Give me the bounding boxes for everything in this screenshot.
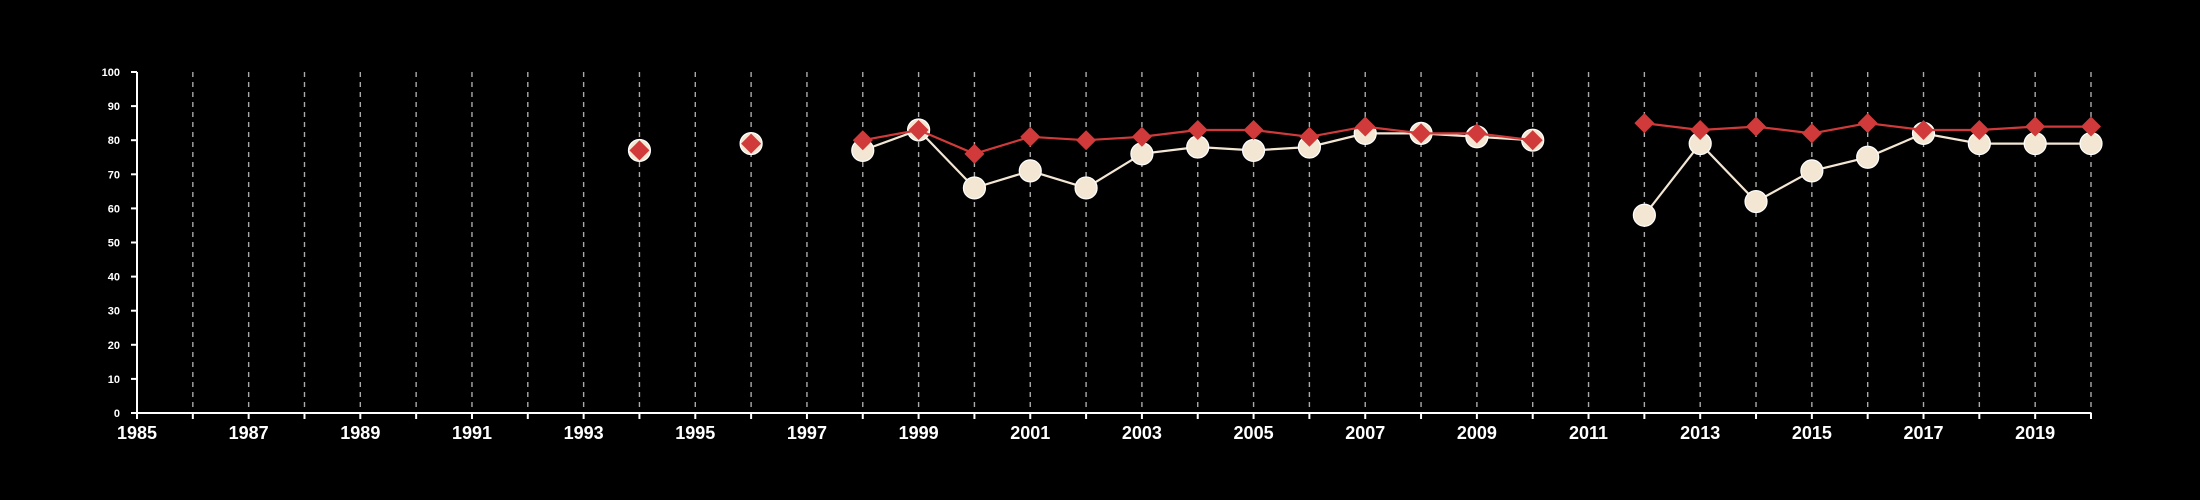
- series-diamond: [629, 113, 2101, 164]
- y-tick-label: 40: [108, 272, 120, 284]
- data-point-diamond-2001: [1020, 126, 1041, 147]
- x-tick-label: 1997: [787, 423, 827, 443]
- x-tick-label: 2009: [1457, 423, 1497, 443]
- data-point-diamond-2008: [1411, 123, 1432, 144]
- x-tick-label: 2019: [2015, 423, 2055, 443]
- data-point-diamond-2012: [1634, 113, 1655, 134]
- y-tick-label: 10: [108, 374, 120, 386]
- data-point-diamond-2015: [1801, 123, 1822, 144]
- y-tick-label: 80: [108, 135, 120, 147]
- x-tick-label: 1995: [675, 423, 715, 443]
- y-tick-label: 0: [114, 408, 120, 420]
- data-point-diamond-2009: [1466, 123, 1487, 144]
- data-point-circle-2000: [962, 176, 987, 200]
- data-point-diamond-2000: [964, 143, 985, 164]
- x-tick-label: 1987: [229, 423, 269, 443]
- x-tick-label: 2017: [1903, 423, 1943, 443]
- data-point-circle-2012: [1632, 203, 1656, 227]
- grid: [192, 72, 2092, 413]
- x-tick-label: 1993: [564, 423, 604, 443]
- data-point-circle-2014: [1744, 189, 1768, 214]
- data-point-diamond-2002: [1076, 130, 1097, 151]
- data-point-diamond-2020: [2081, 116, 2101, 137]
- series: [627, 113, 2103, 227]
- y-tick-label: 90: [108, 101, 120, 113]
- data-point-circle-2005: [1241, 138, 1266, 163]
- data-point-diamond-1994: [629, 140, 650, 161]
- data-point-circle-2001: [1018, 159, 1042, 183]
- data-point-diamond-2005: [1243, 119, 1264, 140]
- data-point-diamond-2014: [1746, 116, 1767, 137]
- data-point-diamond-2018: [1969, 119, 1990, 140]
- x-tick-label: 2003: [1122, 423, 1162, 443]
- y-tick-label: 60: [108, 203, 120, 215]
- data-point-circle-2016: [1856, 145, 1880, 169]
- data-point-diamond-2004: [1187, 119, 1208, 140]
- data-point-diamond-2006: [1299, 126, 1320, 147]
- data-point-diamond-2016: [1857, 113, 1878, 134]
- data-point-diamond-2007: [1355, 116, 1376, 137]
- data-point-diamond-2013: [1690, 119, 1711, 140]
- y-tick-label: 70: [108, 169, 120, 181]
- x-tick-label: 1999: [899, 423, 939, 443]
- x-tick-label: 2015: [1792, 423, 1832, 443]
- data-point-diamond-1996: [741, 133, 762, 154]
- data-point-diamond-2003: [1131, 126, 1152, 147]
- x-tick-label: 2007: [1345, 423, 1385, 443]
- x-tick-label: 2013: [1680, 423, 1720, 443]
- y-tick-label: 20: [108, 340, 120, 352]
- y-tick-label: 30: [108, 306, 120, 318]
- y-tick-label: 50: [108, 238, 120, 250]
- data-point-diamond-2010: [1522, 130, 1543, 151]
- x-tick-label: 1985: [117, 423, 157, 443]
- x-tick-label: 1991: [452, 423, 492, 443]
- y-tick-label: 100: [102, 67, 120, 79]
- tick-labels: 1985 1987 1989 1991 1993 1995 1997 1999 2001 2003…: [102, 67, 2056, 443]
- data-point-diamond-2019: [2025, 116, 2046, 137]
- data-point-diamond-1999: [908, 119, 929, 140]
- axes: [131, 71, 2092, 419]
- data-point-circle-2002: [1074, 176, 1098, 200]
- data-point-circle-2015: [1800, 159, 1824, 183]
- x-tick-label: 2011: [1569, 423, 1608, 443]
- x-tick-label: 1989: [340, 423, 380, 443]
- x-tick-label: 2001: [1010, 423, 1050, 443]
- data-point-diamond-1998: [852, 130, 873, 151]
- x-tick-label: 2005: [1234, 423, 1274, 443]
- data-point-diamond-2017: [1913, 119, 1934, 140]
